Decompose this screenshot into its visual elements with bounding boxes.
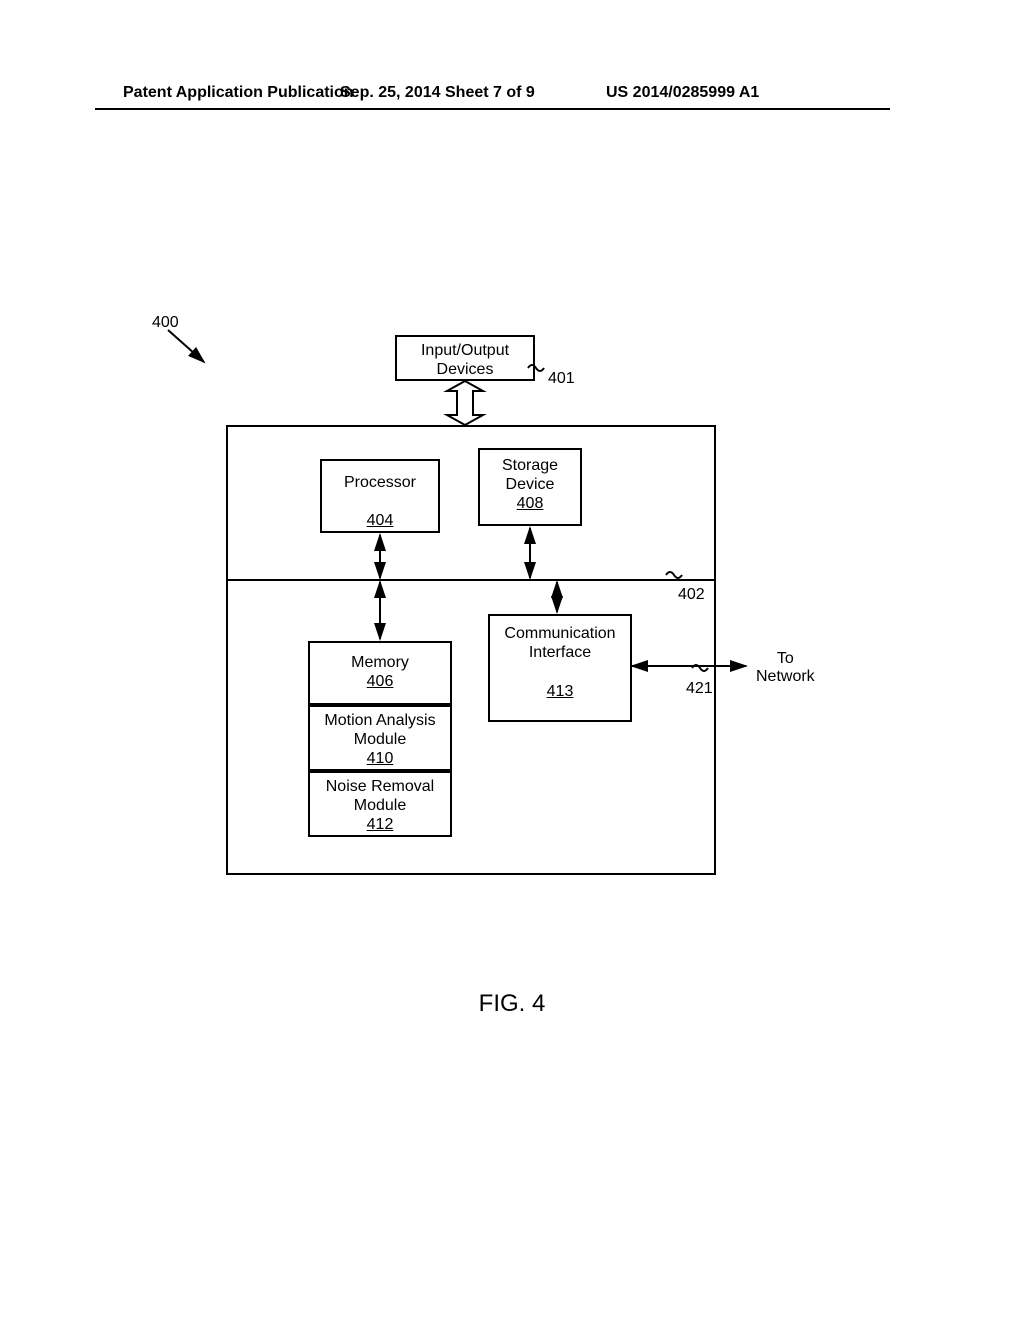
- diagram-svg: [0, 0, 1024, 1320]
